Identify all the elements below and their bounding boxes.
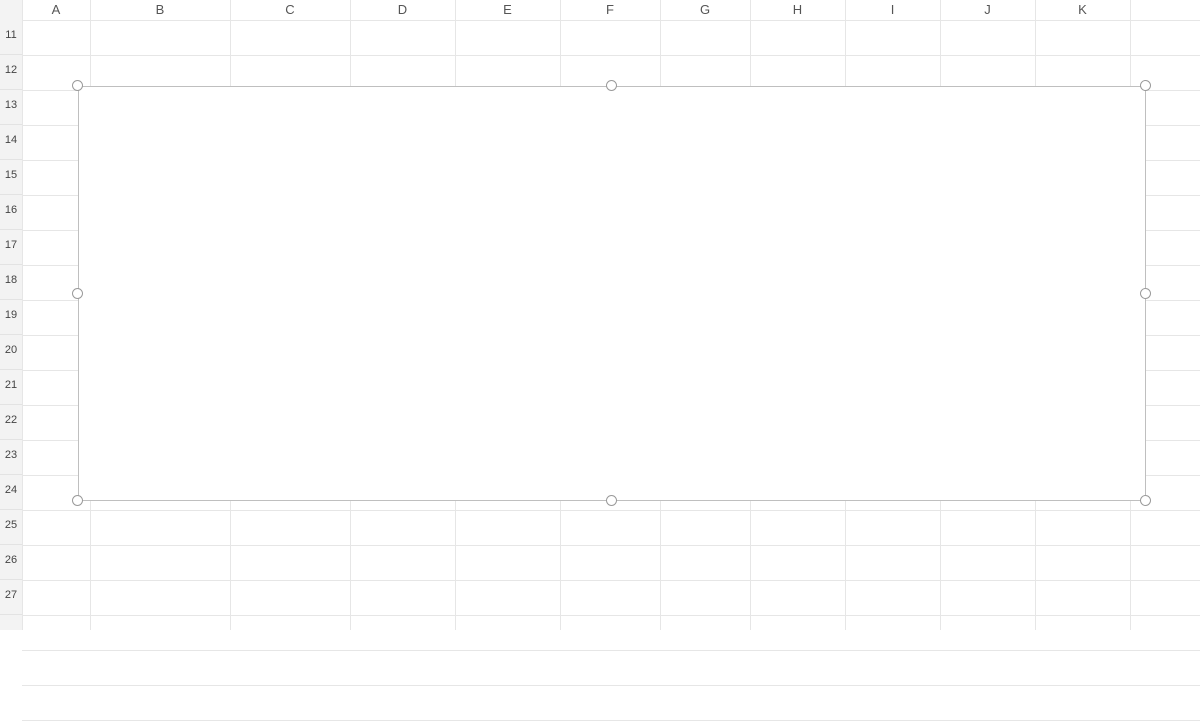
- col-header[interactable]: C: [280, 2, 300, 17]
- row-header[interactable]: 18: [0, 265, 22, 300]
- row-header[interactable]: 27: [0, 580, 22, 615]
- row-header[interactable]: 21: [0, 370, 22, 405]
- row-header[interactable]: 19: [0, 300, 22, 335]
- selection-handle[interactable]: [72, 80, 83, 91]
- col-header[interactable]: K: [1073, 2, 1093, 17]
- col-header[interactable]: D: [393, 2, 413, 17]
- col-header[interactable]: F: [600, 2, 620, 17]
- selection-handle[interactable]: [1140, 495, 1151, 506]
- row-header[interactable]: 22: [0, 405, 22, 440]
- row-header[interactable]: 13: [0, 90, 22, 125]
- selection-handle[interactable]: [1140, 288, 1151, 299]
- col-header[interactable]: H: [788, 2, 808, 17]
- col-header[interactable]: J: [978, 2, 998, 17]
- col-header[interactable]: A: [46, 2, 66, 17]
- col-header[interactable]: I: [883, 2, 903, 17]
- row-header[interactable]: 12: [0, 55, 22, 90]
- row-header-gutter: 1112131415161718192021222324252627: [0, 0, 23, 630]
- row-header[interactable]: 23: [0, 440, 22, 475]
- selection-handle[interactable]: [72, 288, 83, 299]
- selection-handle[interactable]: [1140, 80, 1151, 91]
- row-header[interactable]: 16: [0, 195, 22, 230]
- selection-handle[interactable]: [606, 80, 617, 91]
- row-header[interactable]: 26: [0, 545, 22, 580]
- row-header[interactable]: 17: [0, 230, 22, 265]
- chart-object[interactable]: [78, 86, 1146, 501]
- row-header[interactable]: 14: [0, 125, 22, 160]
- row-header[interactable]: 25: [0, 510, 22, 545]
- row-header[interactable]: 24: [0, 475, 22, 510]
- row-header[interactable]: 11: [0, 20, 22, 55]
- col-header[interactable]: G: [695, 2, 715, 17]
- col-header[interactable]: B: [150, 2, 170, 17]
- row-header[interactable]: 15: [0, 160, 22, 195]
- selection-handle[interactable]: [606, 495, 617, 506]
- row-header[interactable]: 20: [0, 335, 22, 370]
- col-header[interactable]: E: [498, 2, 518, 17]
- selection-handle[interactable]: [72, 495, 83, 506]
